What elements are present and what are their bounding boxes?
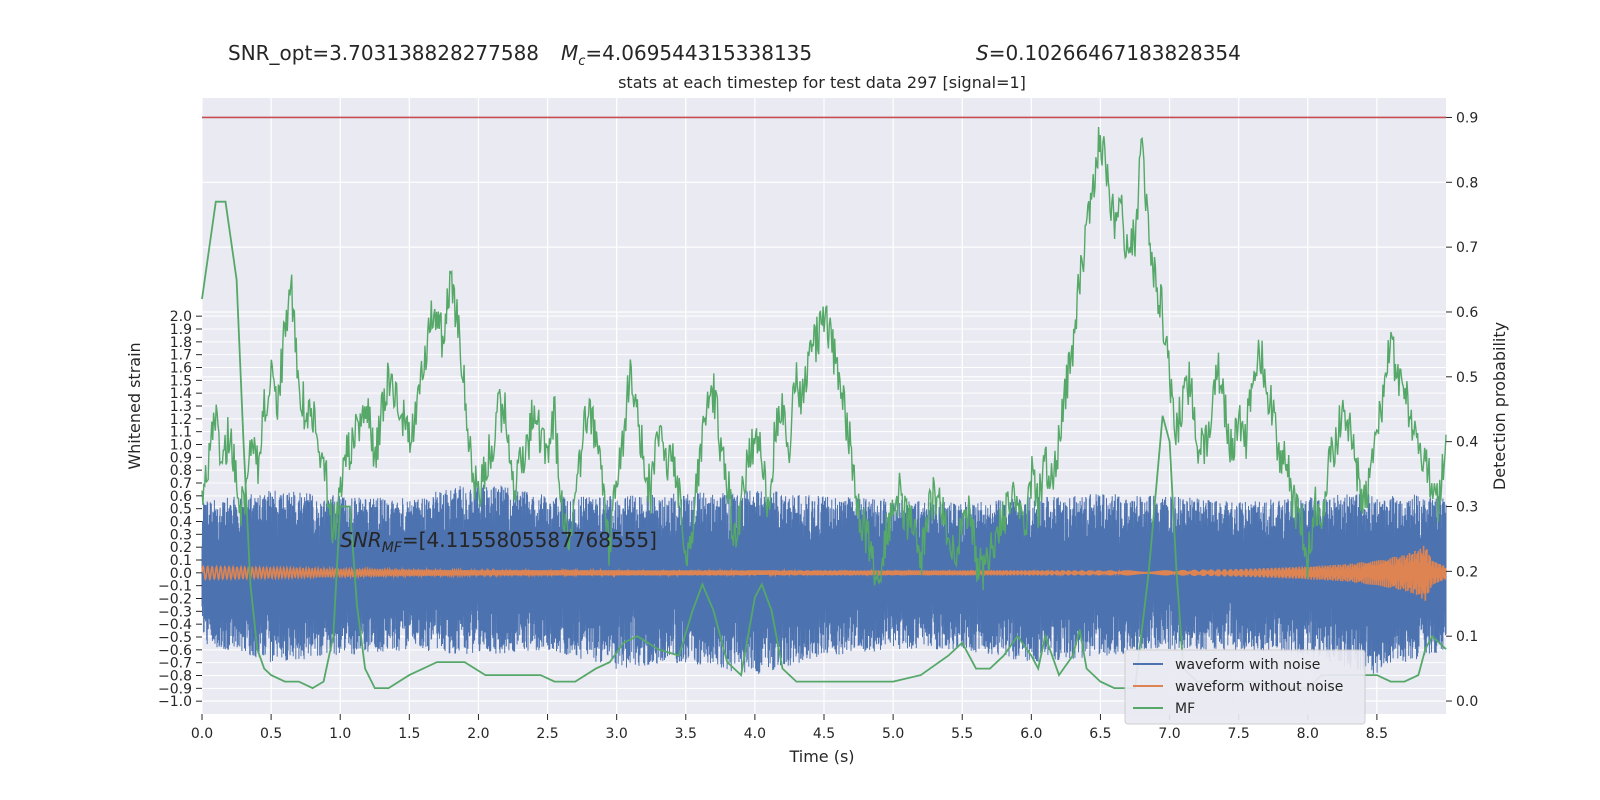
x-tick-label-6: 3.0 xyxy=(606,726,628,742)
x-tick-label-17: 8.5 xyxy=(1366,726,1388,742)
left-tick-label-7: 1.3 xyxy=(170,399,192,415)
left-tick-label-12: 0.8 xyxy=(170,463,192,479)
legend-box xyxy=(1124,649,1366,725)
left-tick-label-14: 0.6 xyxy=(170,489,192,505)
header-mc-sub: c xyxy=(578,54,585,69)
legend-label-mf: MF xyxy=(1175,701,1195,717)
left-tick-label-6: 1.4 xyxy=(170,386,192,402)
x-tick-label-10: 5.0 xyxy=(882,726,904,742)
x-tick-label-0: 0.0 xyxy=(191,726,213,742)
x-tick-label-7: 3.5 xyxy=(675,726,697,742)
left-tick-label-21: −0.1 xyxy=(158,579,192,595)
left-tick-label-29: −0.9 xyxy=(158,681,192,697)
right-tick-label-0: 0.9 xyxy=(1456,110,1478,126)
left-tick-label-18: 0.2 xyxy=(170,540,192,556)
series-detection-probability xyxy=(201,126,1447,591)
left-tick-label-2: 1.8 xyxy=(170,335,192,351)
series-waveform-with-noise xyxy=(201,482,1447,675)
x-tick-label-9: 4.5 xyxy=(813,726,835,742)
right-tick-label-2: 0.7 xyxy=(1456,240,1478,256)
detection-probability-line xyxy=(201,126,1447,591)
left-tick-label-10: 1.0 xyxy=(170,438,192,454)
x-tick-label-8: 4.0 xyxy=(744,726,766,742)
left-tick-label-13: 0.7 xyxy=(170,476,192,492)
legend-label-clean: waveform without noise xyxy=(1175,679,1343,695)
left-tick-label-25: −0.5 xyxy=(158,630,192,646)
right-axis-label: Detection probability xyxy=(1490,322,1509,490)
x-tick-label-4: 2.0 xyxy=(467,726,489,742)
left-tick-label-3: 1.7 xyxy=(170,348,192,364)
left-tick-label-30: −1.0 xyxy=(158,694,192,710)
chart-subtitle: stats at each timestep for test data 297… xyxy=(618,73,1026,92)
left-tick-label-4: 1.6 xyxy=(170,361,192,377)
right-axis-ticks: 0.9 0.8 0.7 0.6 0.5 0.4 0.3 0.2 0.1 0.0 xyxy=(1446,110,1478,710)
snr-mf-annotation: SNRMF=[4.1155805587768555] xyxy=(340,528,657,556)
left-tick-label-22: −0.2 xyxy=(158,592,192,608)
left-tick-label-8: 1.2 xyxy=(170,412,192,428)
x-tick-label-12: 6.0 xyxy=(1020,726,1042,742)
header-mc: Mc=4.069544315338135 xyxy=(561,41,812,69)
x-tick-label-16: 8.0 xyxy=(1297,726,1319,742)
left-tick-label-20: 0.0 xyxy=(170,566,192,582)
left-axis-ticks: 2.01.91.81.71.61.51.41.31.21.11.00.90.80… xyxy=(158,309,202,710)
left-tick-label-15: 0.5 xyxy=(170,502,192,518)
right-tick-label-5: 0.4 xyxy=(1456,435,1478,451)
legend: waveform with noise waveform without noi… xyxy=(1124,649,1366,725)
series-waveform-without-noise xyxy=(201,545,1447,601)
left-tick-label-16: 0.4 xyxy=(170,515,192,531)
left-tick-label-27: −0.7 xyxy=(158,656,192,672)
x-tick-label-13: 6.5 xyxy=(1089,726,1111,742)
x-tick-label-2: 1.0 xyxy=(329,726,351,742)
annotation-sub: MF xyxy=(382,540,403,556)
x-tick-label-15: 7.5 xyxy=(1228,726,1250,742)
x-axis-label: Time (s) xyxy=(788,747,854,766)
waveform-without-noise-line xyxy=(201,545,1447,601)
x-tick-label-3: 1.5 xyxy=(398,726,420,742)
right-tick-label-7: 0.2 xyxy=(1456,564,1478,580)
left-tick-label-28: −0.8 xyxy=(158,669,192,685)
header-mc-symbol: M xyxy=(561,41,578,65)
right-tick-label-9: 0.0 xyxy=(1456,694,1478,710)
x-axis-ticks: 0.0 0.5 1.0 1.5 2.0 2.5 3.0 3.5 4.0 4.5 5.0 5.5 6.0 6… xyxy=(191,714,1388,742)
right-tick-label-6: 0.3 xyxy=(1456,500,1478,516)
waveform-with-noise-line xyxy=(201,482,1447,675)
x-tick-label-5: 2.5 xyxy=(536,726,558,742)
right-tick-label-4: 0.5 xyxy=(1456,370,1478,386)
left-tick-label-19: 0.1 xyxy=(170,553,192,569)
right-tick-label-3: 0.6 xyxy=(1456,305,1478,321)
right-tick-label-8: 0.1 xyxy=(1456,629,1478,645)
left-tick-label-11: 0.9 xyxy=(170,450,192,466)
header-s-symbol: S xyxy=(976,41,989,65)
left-tick-label-24: −0.4 xyxy=(158,617,192,633)
header-snr-opt: SNR_opt=3.703138828277588 xyxy=(228,41,539,65)
x-tick-label-1: 0.5 xyxy=(260,726,282,742)
right-tick-label-1: 0.8 xyxy=(1456,175,1478,191)
left-tick-label-26: −0.6 xyxy=(158,643,192,659)
legend-label-noise: waveform with noise xyxy=(1175,657,1320,673)
header-mc-value: =4.069544315338135 xyxy=(585,41,812,65)
left-tick-label-17: 0.3 xyxy=(170,527,192,543)
x-tick-label-11: 5.5 xyxy=(951,726,973,742)
annotation-rest: =[4.1155805587768555] xyxy=(402,528,657,552)
header-s: S=0.10266467183828354 xyxy=(976,41,1241,65)
annotation-prefix: SNR xyxy=(340,528,382,552)
header-s-value: =0.10266467183828354 xyxy=(989,41,1241,65)
left-tick-label-9: 1.1 xyxy=(170,425,192,441)
left-tick-label-0: 2.0 xyxy=(170,309,192,325)
left-tick-label-5: 1.5 xyxy=(170,373,192,389)
x-tick-label-14: 7.0 xyxy=(1158,726,1180,742)
left-tick-label-1: 1.9 xyxy=(170,322,192,338)
left-tick-label-23: −0.3 xyxy=(158,604,192,620)
left-axis-label: Whitened strain xyxy=(125,342,144,469)
